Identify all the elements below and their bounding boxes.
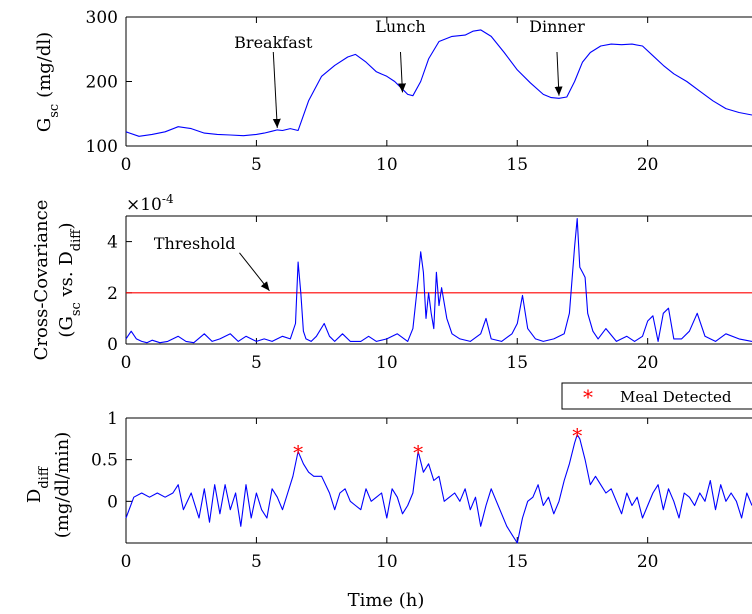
ddiff-ylabel-units: (mg/dl/min) bbox=[52, 432, 73, 538]
legend-marker: * bbox=[583, 385, 593, 409]
ddiff-y-tick-label: 1 bbox=[107, 409, 118, 429]
legend-box bbox=[561, 382, 752, 410]
glucose-y-tick-label: 300 bbox=[86, 8, 118, 28]
glucose-x-tick-label: 0 bbox=[121, 155, 132, 175]
glucose-x-tick-label: 5 bbox=[251, 155, 262, 175]
cross-covariance-plot: 0 5 10 15 20 0 2 4 Threshold bbox=[107, 215, 752, 373]
ddiff-x-tick-label: 5 bbox=[251, 552, 262, 572]
cross-covariance-ylabel-2: (Gsc vs. Ddiff) bbox=[56, 222, 84, 337]
glucose-x-tick-label: 10 bbox=[376, 155, 398, 175]
cross-covariance-x-tick-label: 10 bbox=[376, 353, 398, 373]
x-axis-label: Time (h) bbox=[348, 590, 425, 611]
meal-arrow bbox=[554, 51, 563, 96]
ddiff-x-tick-label: 20 bbox=[637, 552, 659, 572]
meal-detected-marker: * bbox=[293, 440, 303, 464]
glucose-series-line bbox=[125, 29, 752, 137]
meal-arrow bbox=[272, 51, 281, 128]
ddiff-y-tick-label: 0 bbox=[107, 492, 118, 512]
meal-detected-marker: * bbox=[572, 424, 582, 448]
cross-covariance-ylabel: Cross-Covariance bbox=[31, 200, 52, 361]
meal-annotation: Breakfast bbox=[234, 33, 313, 52]
ddiff-x-tick-label: 0 bbox=[121, 552, 132, 572]
threshold-label: Threshold bbox=[154, 234, 236, 253]
cross-covariance-y-tick-label: 2 bbox=[107, 284, 118, 304]
glucose-x-tick-label: 15 bbox=[506, 155, 528, 175]
ddiff-ylabel: Ddiff bbox=[24, 465, 52, 503]
meal-detected-marker: * bbox=[413, 440, 423, 464]
glucose-x-tick-label: 20 bbox=[637, 155, 659, 175]
cross-covariance-y-tick-label: 0 bbox=[107, 335, 118, 355]
legend: * Meal Detected bbox=[561, 382, 752, 410]
glucose-ylabel: Gsc(mg/dl) bbox=[34, 32, 62, 132]
ddiff-series-line bbox=[125, 434, 752, 544]
meal-annotation: Dinner bbox=[529, 17, 585, 36]
cross-covariance-x-tick-label: 15 bbox=[506, 353, 528, 373]
ddiff-y-tick-label: 0.5 bbox=[91, 451, 118, 471]
glucose-plot: 0 5 10 15 20 100 200 300 Breakfast Lunch Dinner bbox=[86, 8, 752, 175]
meal-arrow bbox=[398, 51, 407, 93]
cross-covariance-y-tick-label: 4 bbox=[107, 233, 118, 253]
glucose-y-tick-label: 100 bbox=[86, 137, 118, 157]
ddiff-x-tick-label: 10 bbox=[376, 552, 398, 572]
exponent-label: ×10-4 bbox=[126, 192, 174, 215]
cross-covariance-x-tick-label: 20 bbox=[637, 353, 659, 373]
ddiff-plot: 0 5 10 15 20 0 0.5 1 * * * bbox=[91, 409, 752, 572]
cross-covariance-x-tick-label: 5 bbox=[251, 353, 262, 373]
ddiff-x-tick-label: 15 bbox=[506, 552, 528, 572]
cross-covariance-x-tick-label: 0 bbox=[121, 353, 132, 373]
cross-covariance-panel: 0 5 10 15 20 0 2 4 Threshold Cross-Covariance (G… bbox=[31, 192, 752, 373]
meal-annotation: Lunch bbox=[375, 17, 426, 36]
legend-label: Meal Detected bbox=[620, 388, 732, 406]
glucose-panel: 0 5 10 15 20 100 200 300 Breakfast Lunch Dinner Gs… bbox=[34, 8, 752, 175]
glucose-y-tick-label: 200 bbox=[86, 73, 118, 93]
cross-covariance-series-line bbox=[125, 218, 752, 344]
threshold-arrow bbox=[239, 252, 270, 292]
